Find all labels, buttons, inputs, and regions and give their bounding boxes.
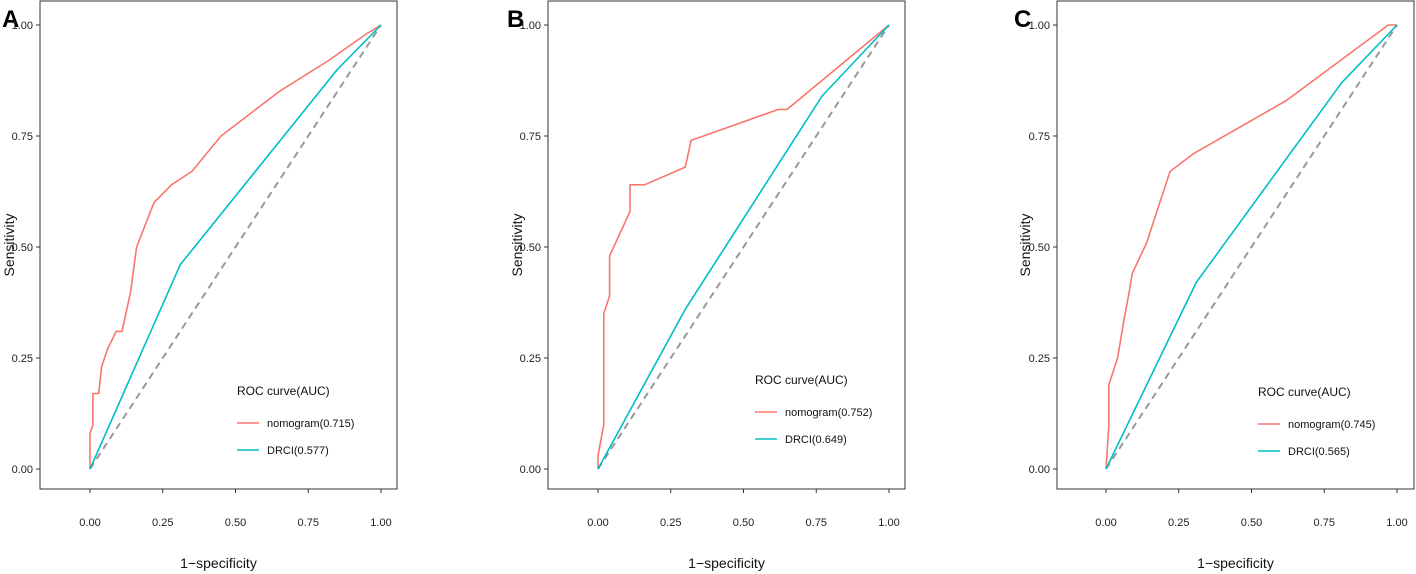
x-tick-label: 0.75 — [806, 517, 827, 529]
panel-label: C — [1014, 6, 1031, 33]
drci-roc-line — [597, 24, 890, 470]
legend-label: nomogram(0.745) — [1288, 419, 1375, 431]
x-tick-label: 0.25 — [660, 517, 681, 529]
legend-label: DRCI(0.577) — [267, 445, 329, 457]
x-tick-label: 0.25 — [152, 517, 173, 529]
panel-label: A — [2, 6, 19, 33]
reference-diagonal — [1105, 24, 1398, 470]
y-axis-title: Sensitivity — [1017, 213, 1033, 276]
reference-diagonal — [597, 24, 890, 470]
x-tick-label: 1.00 — [370, 517, 391, 529]
drci-roc-line — [1105, 24, 1398, 470]
x-axis-title: 1−specificity — [180, 555, 257, 571]
x-tick-label: 0.25 — [1168, 517, 1189, 529]
x-tick-label: 0.00 — [587, 517, 608, 529]
x-tick-label: 0.50 — [1241, 517, 1262, 529]
y-tick-label: 1.00 — [1029, 20, 1050, 32]
y-tick-label: 0.75 — [1029, 131, 1050, 143]
x-axis-title: 1−specificity — [688, 555, 765, 571]
y-tick-label: 0.75 — [12, 131, 33, 143]
x-tick-label: 0.75 — [1314, 517, 1335, 529]
y-tick-label: 0.25 — [520, 353, 541, 365]
y-tick-label: 0.50 — [520, 242, 541, 254]
y-tick-label: 0.50 — [1029, 242, 1050, 254]
y-tick-label: 1.00 — [12, 20, 33, 32]
nomogram-roc-line — [1105, 24, 1397, 470]
x-tick-label: 0.00 — [79, 517, 100, 529]
y-axis-title: Sensitivity — [509, 213, 525, 276]
nomogram-roc-line — [89, 24, 382, 469]
legend-title: ROC curve(AUC) — [755, 373, 848, 387]
legend-label: nomogram(0.752) — [785, 407, 872, 419]
plot-frame — [39, 0, 398, 490]
legend-label: DRCI(0.565) — [1288, 446, 1350, 458]
x-tick-label: 0.75 — [298, 517, 319, 529]
y-tick-label: 0.50 — [12, 242, 33, 254]
panel-a: A 0.00 0.25 0.50 0.75 1.00 0.00 0.25 0.50 0.75 1.0… — [1, 0, 398, 571]
y-tick-label: 0.75 — [520, 131, 541, 143]
legend-label: DRCI(0.649) — [785, 434, 847, 446]
legend-label: nomogram(0.715) — [267, 418, 354, 430]
drci-roc-line — [89, 24, 382, 470]
x-tick-label: 1.00 — [1386, 517, 1407, 529]
legend-title: ROC curve(AUC) — [237, 384, 330, 398]
plot-frame — [547, 0, 906, 490]
y-tick-label: 1.00 — [520, 20, 541, 32]
x-tick-label: 0.50 — [225, 517, 246, 529]
legend-title: ROC curve(AUC) — [1258, 385, 1351, 399]
panel-b: B 0.00 0.25 0.50 0.75 1.00 0.00 0.25 0.50 0.75 1.0… — [507, 0, 906, 571]
x-tick-label: 1.00 — [878, 517, 899, 529]
y-tick-label: 0.00 — [12, 464, 33, 476]
x-axis-title: 1−specificity — [1197, 555, 1274, 571]
y-tick-label: 0.00 — [520, 464, 541, 476]
y-tick-label: 0.25 — [1029, 353, 1050, 365]
reference-diagonal — [89, 24, 382, 470]
x-tick-label: 0.50 — [733, 517, 754, 529]
panel-c: C 0.00 0.25 0.50 0.75 1.00 0.00 0.25 0.50 0.75 1.0… — [1014, 0, 1415, 571]
y-axis-title: Sensitivity — [1, 213, 17, 276]
y-tick-label: 0.00 — [1029, 464, 1050, 476]
nomogram-roc-line — [597, 24, 890, 469]
x-tick-label: 0.00 — [1095, 517, 1116, 529]
y-tick-label: 0.25 — [12, 353, 33, 365]
plot-frame — [1056, 0, 1415, 490]
panel-label: B — [507, 6, 524, 33]
